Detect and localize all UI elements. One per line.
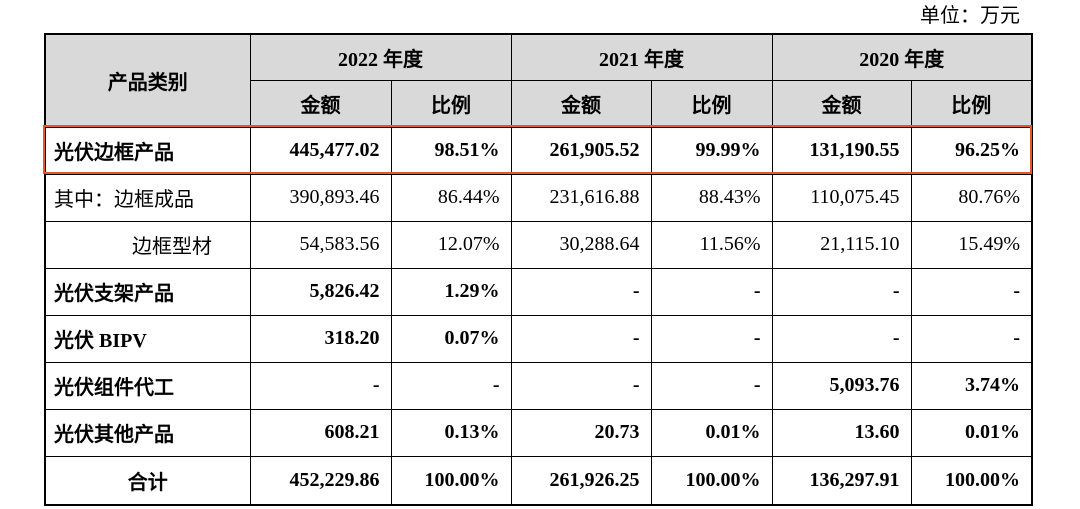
amount-cell: 54,583.56 <box>249 220 392 269</box>
ratio-cell: 0.01% <box>650 408 773 457</box>
table-row: 其中：边框成品 390,893.46 86.44% 231,616.88 88.… <box>44 173 1033 222</box>
amount-cell: 13.60 <box>771 408 912 457</box>
amount-cell: 5,826.42 <box>249 267 392 316</box>
amount-cell: - <box>510 361 652 410</box>
amount-cell: 231,616.88 <box>510 173 652 222</box>
amount-cell: 261,905.52 <box>510 126 652 175</box>
amount-cell: 452,229.86 <box>249 455 392 506</box>
table-row: 光伏组件代工 - - - - 5,093.76 3.74% <box>44 361 1033 410</box>
year-header-2021: 2021 年度 <box>510 33 773 81</box>
ratio-cell: 12.07% <box>390 220 512 269</box>
amount-cell: 5,093.76 <box>771 361 912 410</box>
ratio-cell: 15.49% <box>910 220 1033 269</box>
ratio-header: 比例 <box>390 79 512 128</box>
ratio-cell: 96.25% <box>910 126 1033 175</box>
amount-cell: 21,115.10 <box>771 220 912 269</box>
amount-cell: 608.21 <box>249 408 392 457</box>
ratio-cell: - <box>650 361 773 410</box>
unit-label: 单位：万元 <box>920 5 1020 27</box>
amount-cell: - <box>510 314 652 363</box>
table-row: 光伏其他产品 608.21 0.13% 20.73 0.01% 13.60 0.… <box>44 408 1033 457</box>
amount-cell: - <box>249 361 392 410</box>
row-label: 其中：边框成品 <box>44 173 251 222</box>
ratio-cell: - <box>910 267 1033 316</box>
amount-header: 金额 <box>510 79 652 128</box>
amount-cell: 20.73 <box>510 408 652 457</box>
table-row: 光伏边框产品 445,477.02 98.51% 261,905.52 99.9… <box>44 126 1033 175</box>
ratio-cell: 99.99% <box>650 126 773 175</box>
table-row: 光伏 BIPV 318.20 0.07% - - - - <box>44 314 1033 363</box>
total-label: 合计 <box>44 455 251 506</box>
year-header-2020: 2020 年度 <box>771 33 1033 81</box>
revenue-by-product-table: 产品类别 2022 年度 2021 年度 2020 年度 金额 比例 金额 比例… <box>44 33 1033 506</box>
ratio-cell: - <box>390 361 512 410</box>
amount-cell: 30,288.64 <box>510 220 652 269</box>
header-row-years: 产品类别 2022 年度 2021 年度 2020 年度 <box>44 33 1033 128</box>
amount-cell: 261,926.25 <box>510 455 652 506</box>
ratio-cell: 86.44% <box>390 173 512 222</box>
header-row-metrics: 金额 比例 金额 比例 金额 比例 <box>45 79 1033 128</box>
amount-cell: - <box>771 267 912 316</box>
amount-cell: - <box>771 314 912 363</box>
ratio-cell: 1.29% <box>390 267 512 316</box>
ratio-cell: 100.00% <box>910 455 1033 506</box>
amount-cell: 131,190.55 <box>771 126 912 175</box>
ratio-cell: - <box>650 314 773 363</box>
amount-cell: 136,297.91 <box>771 455 912 506</box>
amount-cell: 318.20 <box>249 314 392 363</box>
ratio-header: 比例 <box>650 79 773 128</box>
ratio-cell: 100.00% <box>650 455 773 506</box>
row-label: 光伏组件代工 <box>44 361 251 410</box>
row-label: 边框型材 <box>44 220 251 269</box>
ratio-cell: 80.76% <box>910 173 1033 222</box>
ratio-cell: 98.51% <box>390 126 512 175</box>
row-label: 光伏支架产品 <box>44 267 251 316</box>
amount-header: 金额 <box>249 79 392 128</box>
total-row: 合计 452,229.86 100.00% 261,926.25 100.00%… <box>44 455 1033 506</box>
amount-header: 金额 <box>771 79 912 128</box>
ratio-cell: - <box>910 314 1033 363</box>
table-row: 边框型材 54,583.56 12.07% 30,288.64 11.56% 2… <box>44 220 1033 269</box>
ratio-cell: 88.43% <box>650 173 773 222</box>
ratio-cell: 100.00% <box>390 455 512 506</box>
ratio-cell: 3.74% <box>910 361 1033 410</box>
ratio-cell: 0.13% <box>390 408 512 457</box>
ratio-cell: 11.56% <box>650 220 773 269</box>
ratio-cell: - <box>650 267 773 316</box>
ratio-header: 比例 <box>910 79 1033 128</box>
ratio-cell: 0.07% <box>390 314 512 363</box>
amount-cell: 110,075.45 <box>771 173 912 222</box>
ratio-cell: 0.01% <box>910 408 1033 457</box>
amount-cell: - <box>510 267 652 316</box>
year-header-2022: 2022 年度 <box>249 33 512 81</box>
table-row: 光伏支架产品 5,826.42 1.29% - - - - <box>44 267 1033 316</box>
amount-cell: 445,477.02 <box>249 126 392 175</box>
amount-cell: 390,893.46 <box>249 173 392 222</box>
table-container: 产品类别 2022 年度 2021 年度 2020 年度 金额 比例 金额 比例… <box>43 33 1033 506</box>
row-label: 光伏边框产品 <box>44 126 251 175</box>
category-header: 产品类别 <box>44 33 251 128</box>
row-label: 光伏 BIPV <box>44 314 251 363</box>
row-label: 光伏其他产品 <box>44 408 251 457</box>
